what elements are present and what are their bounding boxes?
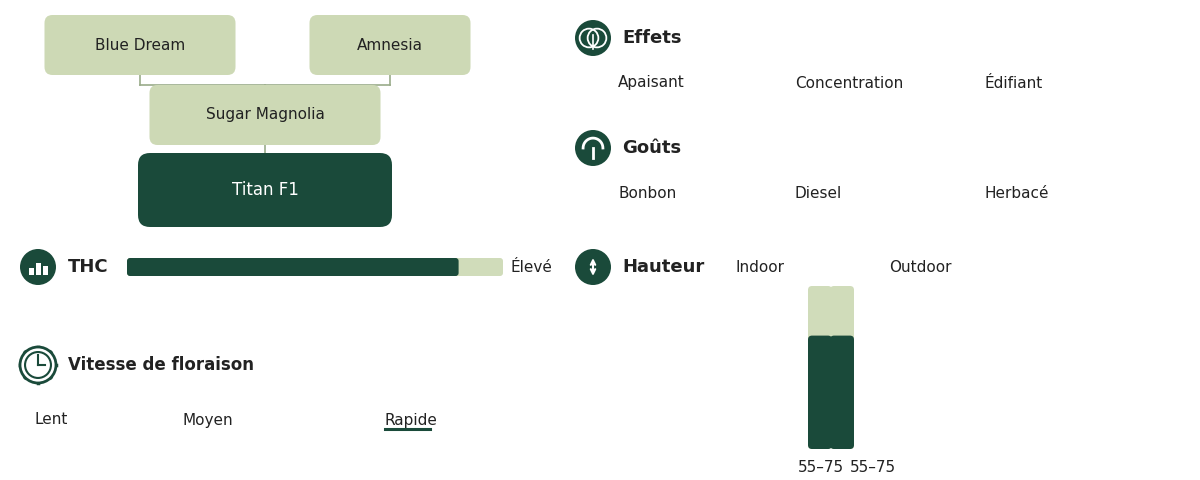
Text: Moyen: Moyen — [182, 412, 234, 428]
Text: Blue Dream: Blue Dream — [95, 37, 185, 52]
Circle shape — [575, 20, 611, 56]
Bar — [29, 268, 34, 275]
FancyBboxPatch shape — [830, 336, 854, 449]
FancyBboxPatch shape — [127, 258, 503, 276]
Text: Rapide: Rapide — [385, 412, 438, 428]
Text: Outdoor: Outdoor — [889, 260, 952, 275]
Circle shape — [575, 130, 611, 166]
FancyBboxPatch shape — [150, 85, 380, 145]
Text: Effets: Effets — [622, 29, 682, 47]
FancyBboxPatch shape — [44, 15, 235, 75]
Text: Diesel: Diesel — [796, 185, 842, 201]
Bar — [42, 266, 48, 275]
Text: Vitesse de floraison: Vitesse de floraison — [68, 356, 254, 374]
Circle shape — [20, 249, 56, 285]
Text: Apaisant: Apaisant — [618, 75, 685, 91]
Text: 55–75: 55–75 — [850, 459, 896, 475]
FancyBboxPatch shape — [310, 15, 470, 75]
Text: Titan F1: Titan F1 — [232, 181, 299, 199]
FancyBboxPatch shape — [808, 286, 832, 449]
FancyBboxPatch shape — [830, 286, 854, 449]
Text: Édifiant: Édifiant — [985, 75, 1043, 91]
Bar — [36, 263, 41, 275]
Text: Goûts: Goûts — [622, 139, 682, 157]
Circle shape — [25, 352, 50, 378]
Circle shape — [575, 249, 611, 285]
Text: Hauteur: Hauteur — [622, 258, 704, 276]
Text: Herbacé: Herbacé — [985, 185, 1050, 201]
FancyBboxPatch shape — [127, 258, 458, 276]
FancyBboxPatch shape — [808, 336, 832, 449]
FancyBboxPatch shape — [138, 153, 392, 227]
Circle shape — [20, 347, 56, 383]
Text: Concentration: Concentration — [796, 75, 904, 91]
Text: THC: THC — [68, 258, 109, 276]
Text: Sugar Magnolia: Sugar Magnolia — [205, 108, 324, 122]
Text: Bonbon: Bonbon — [618, 185, 677, 201]
Text: Lent: Lent — [35, 412, 68, 428]
Text: Indoor: Indoor — [736, 260, 785, 275]
Text: Amnesia: Amnesia — [358, 37, 424, 52]
Text: Élevé: Élevé — [510, 260, 552, 275]
Text: 55–75: 55–75 — [798, 459, 844, 475]
